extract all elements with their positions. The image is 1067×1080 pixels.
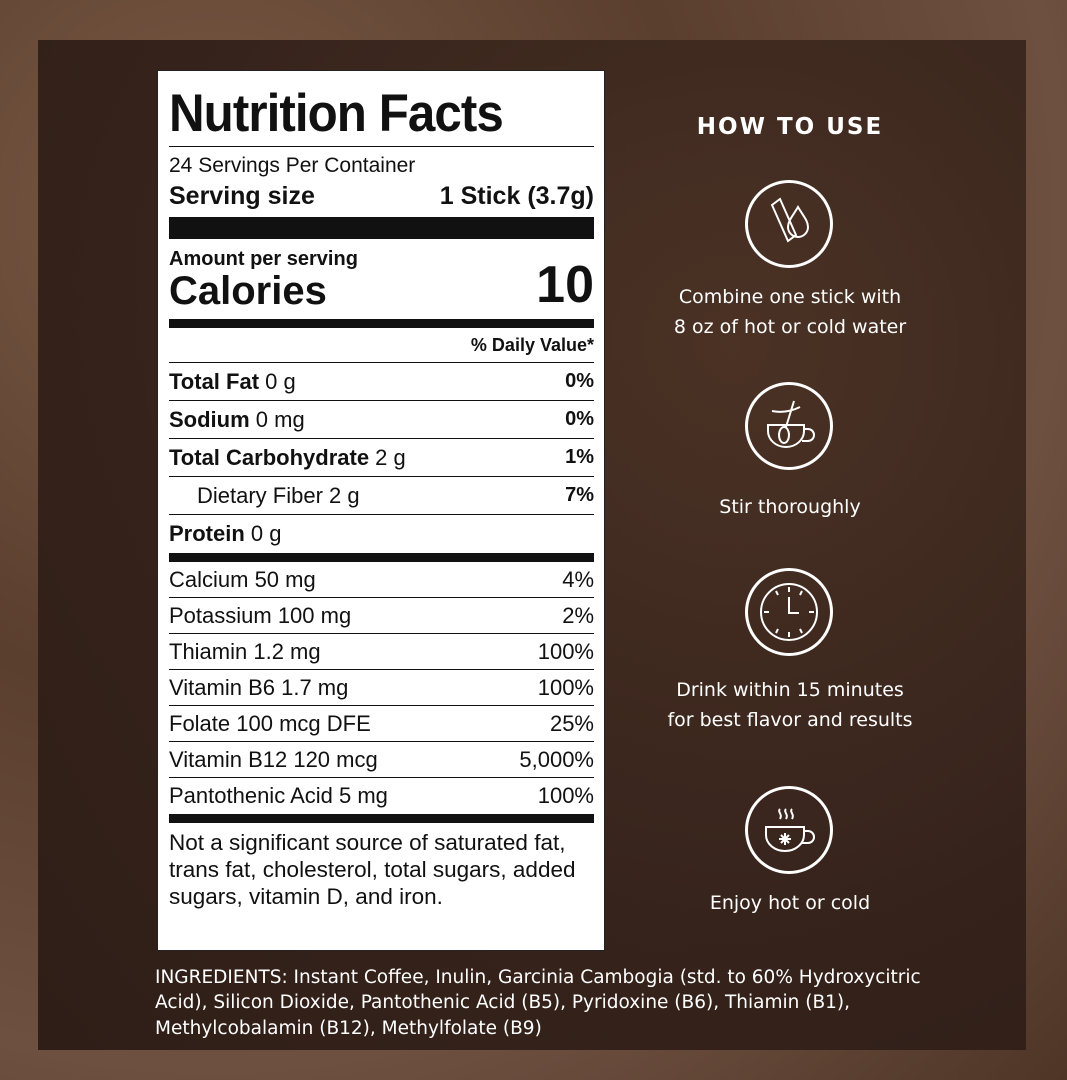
- clock-icon: [745, 568, 833, 656]
- servings-per-container: 24 Servings Per Container: [169, 154, 416, 177]
- nutrient-bold-name: Sodium: [169, 406, 250, 432]
- nutrient-amount: Dietary Fiber 2 g: [197, 482, 360, 508]
- vitamin-daily-value: 100%: [537, 783, 594, 808]
- nutrient-daily-value: 1%: [565, 446, 594, 468]
- nutrient-bold-name: Protein: [169, 521, 245, 546]
- vitamin-name: Pantothenic Acid 5 mg: [169, 783, 388, 808]
- daily-value-header: % Daily Value*: [169, 328, 594, 363]
- vitamin-daily-value: 100%: [537, 638, 594, 664]
- vitamin-row: Vitamin B6 1.7 mg 100%: [169, 670, 594, 706]
- nutrition-facts-label: Nutrition Facts 24 Servings Per Containe…: [157, 70, 605, 951]
- serving-size: Serving size 1 Stick (3.7g): [169, 182, 594, 211]
- vitamin-row: Pantothenic Acid 5 mg 100%: [169, 778, 594, 814]
- vitamin-row: Calcium 50 mg 4%: [169, 562, 594, 598]
- calories-value: 10: [536, 256, 594, 314]
- vitamin-name: Vitamin B12 120 mcg: [169, 746, 378, 772]
- vitamin-name: Folate 100 mcg DFE: [169, 710, 371, 736]
- hot-cold-cup-icon: [745, 786, 833, 874]
- vitamin-daily-value: 5,000%: [519, 746, 594, 772]
- nutrient-name: Total Carbohydrate 2 g: [169, 445, 406, 471]
- medium-divider: [169, 814, 594, 823]
- ingredients-text: INGREDIENTS: Instant Coffee, Inulin, Gar…: [155, 967, 921, 1039]
- serving-size-value: 1 Stick (3.7g): [439, 182, 594, 210]
- vitamin-daily-value: 25%: [549, 710, 594, 736]
- calories-row: Calories 10: [169, 259, 594, 313]
- vitamin-row: Thiamin 1.2 mg 100%: [169, 634, 594, 670]
- vitamin-daily-value: 4%: [562, 566, 594, 592]
- vitamin-row: Vitamin B12 120 mcg 5,000%: [169, 742, 594, 778]
- vitamin-row: Folate 100 mcg DFE 25%: [169, 706, 594, 742]
- nutrient-amount: 0 g: [244, 521, 282, 546]
- vitamin-daily-value: 100%: [537, 674, 594, 700]
- vitamin-name: Calcium 50 mg: [169, 566, 316, 592]
- nutrient-amount: 2 g: [369, 444, 406, 470]
- stick-and-water-drop-icon: [745, 180, 833, 268]
- vitamin-name: Vitamin B6 1.7 mg: [169, 674, 349, 700]
- medium-divider: [169, 319, 594, 328]
- vitamin-row: Potassium 100 mg 2%: [169, 598, 594, 634]
- nutrient-amount: 0 g: [259, 368, 296, 394]
- how-to-use-title: HOW TO USE: [696, 114, 884, 140]
- thick-divider: [169, 217, 594, 239]
- vitamin-name: Potassium 100 mg: [169, 602, 352, 628]
- step-1-text: Combine one stick with 8 oz of hot or col…: [673, 286, 907, 339]
- medium-divider: [169, 553, 594, 562]
- nutrient-amount: 0 mg: [249, 406, 305, 432]
- step-3-text: Drink within 15 minutes for best flavor a…: [667, 679, 913, 732]
- nutrient-name: Protein 0 g: [169, 521, 282, 547]
- step-4-text: Enjoy hot or cold: [709, 892, 871, 914]
- nutrient-name: Dietary Fiber 2 g: [169, 483, 360, 509]
- label-title: Nutrition Facts: [169, 84, 504, 143]
- footnote: Not a significant source of saturated fa…: [169, 830, 576, 909]
- nutrient-row: Dietary Fiber 2 g 7%: [169, 477, 594, 515]
- nutrient-name: Sodium 0 mg: [169, 407, 305, 433]
- nutrient-bold-name: Total Fat: [169, 368, 260, 394]
- calories-label: Calories: [169, 269, 327, 313]
- cup-with-spoon-icon: [745, 382, 833, 470]
- nutrient-row: Total Carbohydrate 2 g 1%: [169, 439, 594, 477]
- nutrient-name: Total Fat 0 g: [169, 369, 296, 395]
- nutrient-row: Total Fat 0 g 0%: [169, 363, 594, 401]
- serving-size-label: Serving size: [169, 182, 315, 210]
- step-2-text: Stir thoroughly: [719, 496, 861, 518]
- divider: [169, 146, 594, 147]
- nutrient-daily-value: 7%: [565, 484, 594, 506]
- amount-per-serving: Amount per serving: [169, 248, 358, 270]
- vitamin-daily-value: 2%: [562, 602, 594, 628]
- vitamin-name: Thiamin 1.2 mg: [169, 638, 321, 664]
- nutrient-row: Protein 0 g: [169, 515, 594, 553]
- nutrient-daily-value: 0%: [565, 408, 594, 430]
- nutrient-row: Sodium 0 mg 0%: [169, 401, 594, 439]
- nutrient-daily-value: 0%: [565, 370, 594, 392]
- nutrient-bold-name: Total Carbohydrate: [169, 444, 370, 470]
